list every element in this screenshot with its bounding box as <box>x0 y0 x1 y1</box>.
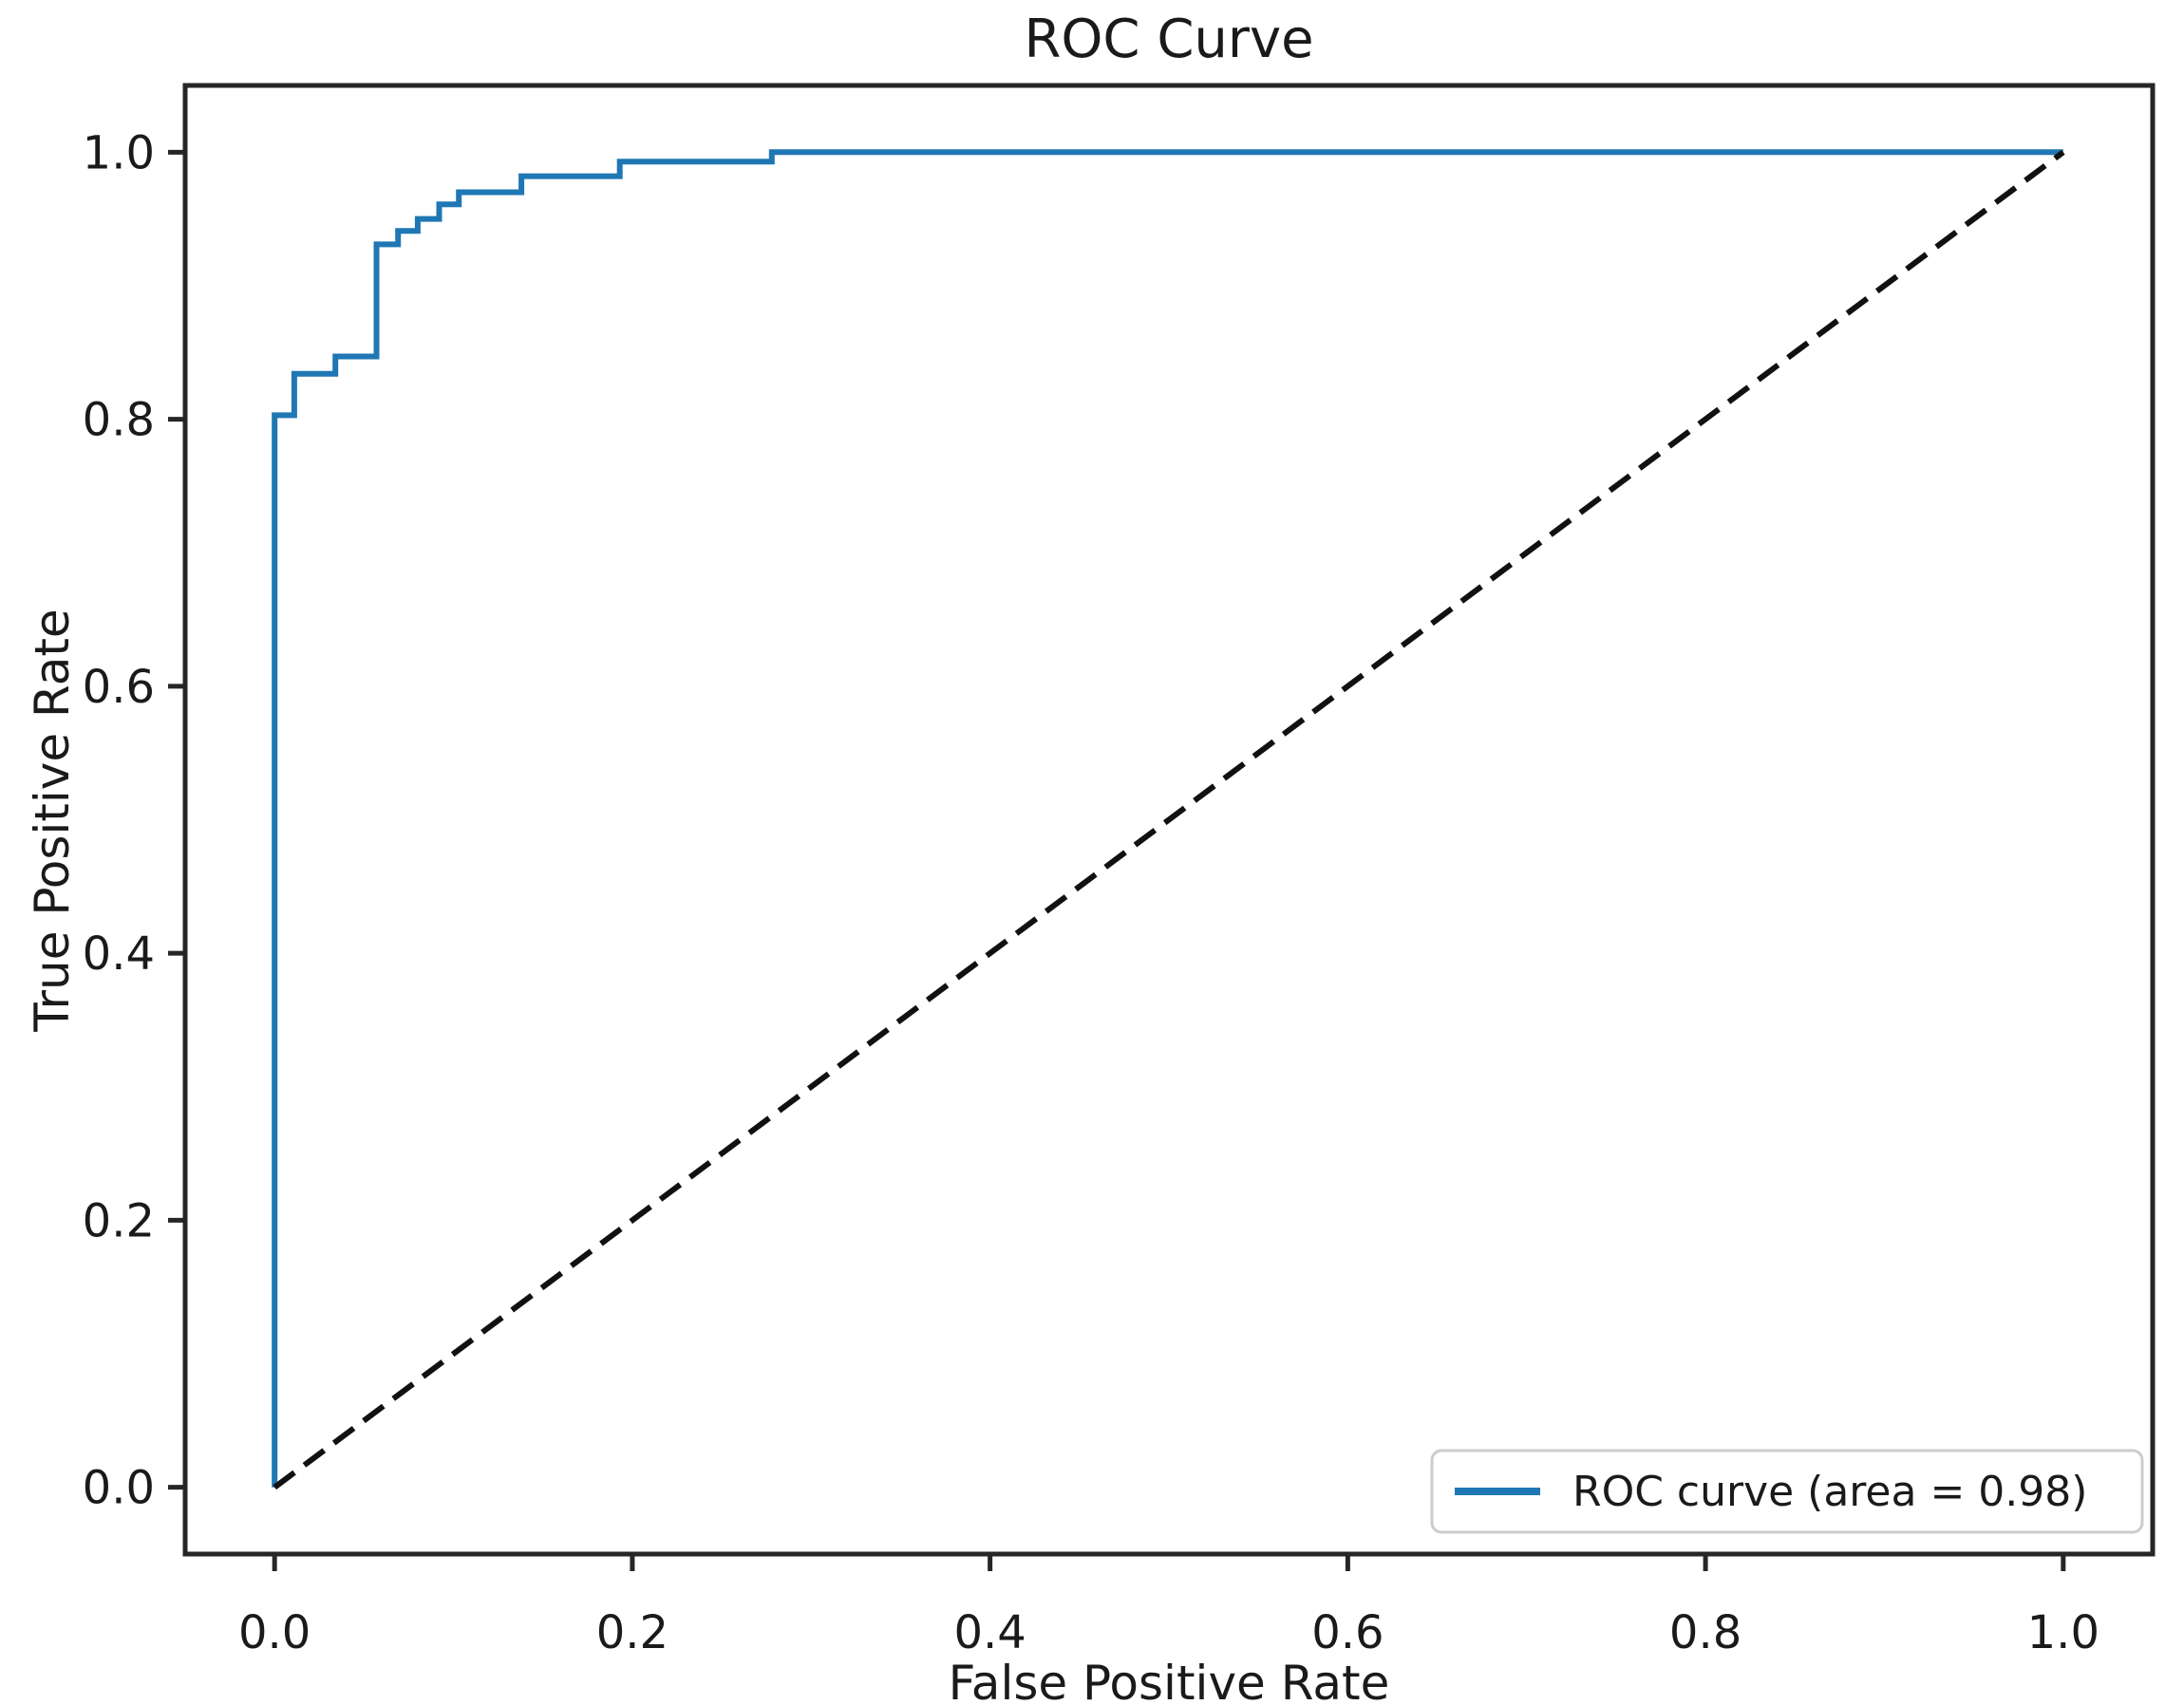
y-tick-label: 0.8 <box>83 394 155 447</box>
y-axis-label: True Positive Rate <box>25 609 80 1032</box>
y-tick-label: 0.4 <box>83 927 155 981</box>
chance-diagonal-line <box>273 149 2065 1490</box>
legend-entry-label: ROC curve (area = 0.98) <box>1572 1468 2087 1516</box>
x-tick-label: 0.8 <box>1669 1606 1742 1659</box>
x-tick-label: 1.0 <box>2027 1606 2099 1659</box>
axes-frame <box>182 83 2156 1557</box>
x-axis-ticks: 0.0 0.2 0.4 0.6 0.8 1.0 <box>238 1554 2099 1659</box>
legend-box <box>1430 1449 2144 1534</box>
y-tick-label: 0.6 <box>83 661 155 714</box>
x-axis-label: False Positive Rate <box>949 1656 1390 1705</box>
y-axis-ticks: 0.0 0.2 0.4 0.6 0.8 1.0 <box>83 126 185 1515</box>
x-tick-label: 0.2 <box>596 1606 668 1659</box>
x-tick-label: 0.0 <box>238 1606 311 1659</box>
series-group <box>272 149 2065 1490</box>
roc-curve-line <box>272 149 2063 1488</box>
y-tick-label: 1.0 <box>83 126 155 179</box>
legend: ROC curve (area = 0.98) <box>1430 1449 2144 1534</box>
y-tick-label: 0.2 <box>83 1194 155 1247</box>
x-tick-label: 0.4 <box>953 1606 1026 1659</box>
y-tick-label: 0.0 <box>83 1462 155 1515</box>
plot-title: ROC Curve <box>1024 9 1313 70</box>
x-tick-label: 0.6 <box>1311 1606 1384 1659</box>
